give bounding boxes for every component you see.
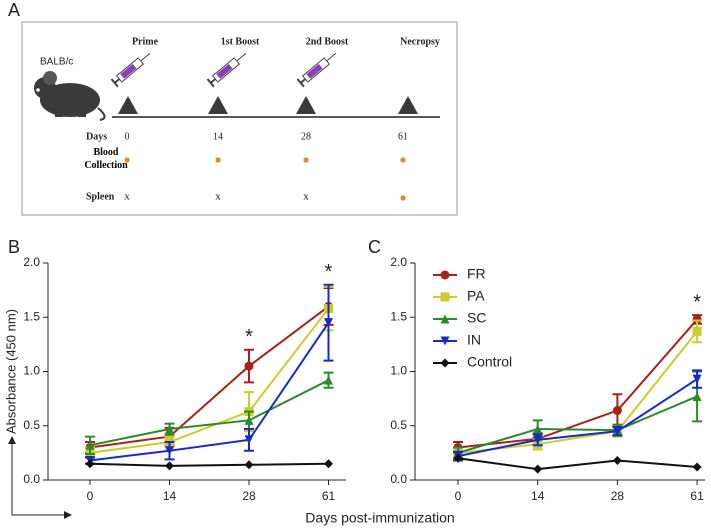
panel-label: A [8, 0, 20, 20]
marker [324, 375, 333, 385]
y-tick-label: 1.0 [390, 364, 407, 378]
spleen-dot [400, 195, 406, 201]
legend-label: FR [467, 266, 486, 282]
day-label: 14 [213, 131, 223, 142]
mouse-icon [34, 71, 106, 121]
day-label: 61 [398, 131, 408, 142]
y-tick-label: 0.0 [23, 472, 40, 486]
series-line [89, 307, 330, 454]
corner-arrows [11, 440, 68, 516]
blood-dots [124, 157, 406, 163]
significance-mark: * [693, 291, 701, 313]
marker [244, 460, 254, 470]
marker [165, 424, 174, 434]
marker [612, 455, 622, 465]
marker [85, 440, 95, 450]
marker [244, 435, 254, 445]
marker [692, 314, 702, 324]
marker [453, 453, 463, 463]
series-line [457, 378, 698, 458]
marker [612, 406, 622, 416]
legend-label: PA [467, 288, 485, 304]
event-label: Necropsy [400, 36, 440, 47]
marker [165, 446, 174, 456]
marker [612, 426, 622, 436]
spleen-mark: x [124, 191, 130, 203]
marker [533, 464, 543, 474]
series-line [457, 395, 698, 454]
event-label: 2nd Boost [306, 36, 349, 47]
marker [324, 459, 333, 469]
event-label: Prime [132, 36, 159, 47]
marker [440, 358, 450, 368]
legend-label: IN [467, 332, 481, 348]
animal-label: BALB/c [40, 57, 73, 68]
marker [165, 461, 174, 471]
series-line [89, 322, 330, 462]
spleen-mark: x [303, 191, 309, 203]
day-label: 0 [125, 131, 130, 142]
y-tick-label: 0.0 [390, 472, 407, 486]
y-tick-label: 1.5 [390, 309, 407, 323]
series-line [89, 379, 329, 447]
y-tick-label: 1.0 [23, 364, 40, 378]
x-axis-title: Days post-immunization [305, 510, 454, 526]
y-tick-label: 0.5 [390, 418, 407, 432]
event-label: 1st Boost [221, 36, 260, 47]
y-tick-label: 0.5 [23, 418, 40, 432]
marker [244, 415, 254, 425]
marker [692, 462, 702, 472]
panel-a-frame [21, 21, 458, 216]
marker [85, 459, 95, 469]
y-tick-label: 1.5 [23, 309, 40, 323]
x-tick-label: 61 [322, 489, 336, 503]
legend-label: SC [467, 310, 486, 326]
marker [533, 435, 543, 445]
legend-label: Control [467, 354, 512, 370]
syringes [110, 52, 337, 88]
marker [440, 314, 450, 324]
marker [692, 326, 702, 336]
marker [324, 318, 333, 328]
x-tick-label: 28 [611, 489, 625, 503]
day-label: 28 [301, 131, 311, 142]
y-axis-title: Absorbance (450 nm) [3, 309, 18, 434]
significance-mark: * [325, 261, 333, 283]
x-tick-label: 61 [690, 489, 704, 503]
marker [692, 391, 702, 401]
y-tick-label: 2.0 [390, 255, 407, 269]
x-tick-label: 0 [87, 489, 94, 503]
y-tick-label: 2.0 [23, 255, 40, 269]
spleen-mark: x [215, 191, 221, 203]
marker [440, 336, 450, 346]
days-label: Days [86, 131, 107, 142]
panel-label: C [368, 237, 381, 257]
x-tick-label: 28 [242, 489, 256, 503]
marker [533, 424, 543, 434]
spleen-label: Spleen [86, 191, 115, 202]
x-tick-label: 14 [531, 489, 545, 503]
blood-label-box: Blood Collection [84, 147, 128, 171]
timepoint-markers [118, 96, 418, 114]
x-tick-label: 14 [163, 489, 177, 503]
significance-mark: * [245, 326, 253, 348]
blood-label: Blood Collection [84, 147, 128, 171]
marker [440, 292, 450, 302]
series-line [89, 462, 329, 467]
marker [692, 374, 702, 384]
panel-label: B [8, 237, 20, 257]
marker [440, 270, 450, 280]
x-tick-label: 0 [455, 489, 462, 503]
series-line [457, 318, 698, 449]
marker [244, 361, 254, 371]
series-line [89, 305, 330, 449]
arrow-heads [8, 436, 72, 519]
series-line [457, 457, 698, 471]
